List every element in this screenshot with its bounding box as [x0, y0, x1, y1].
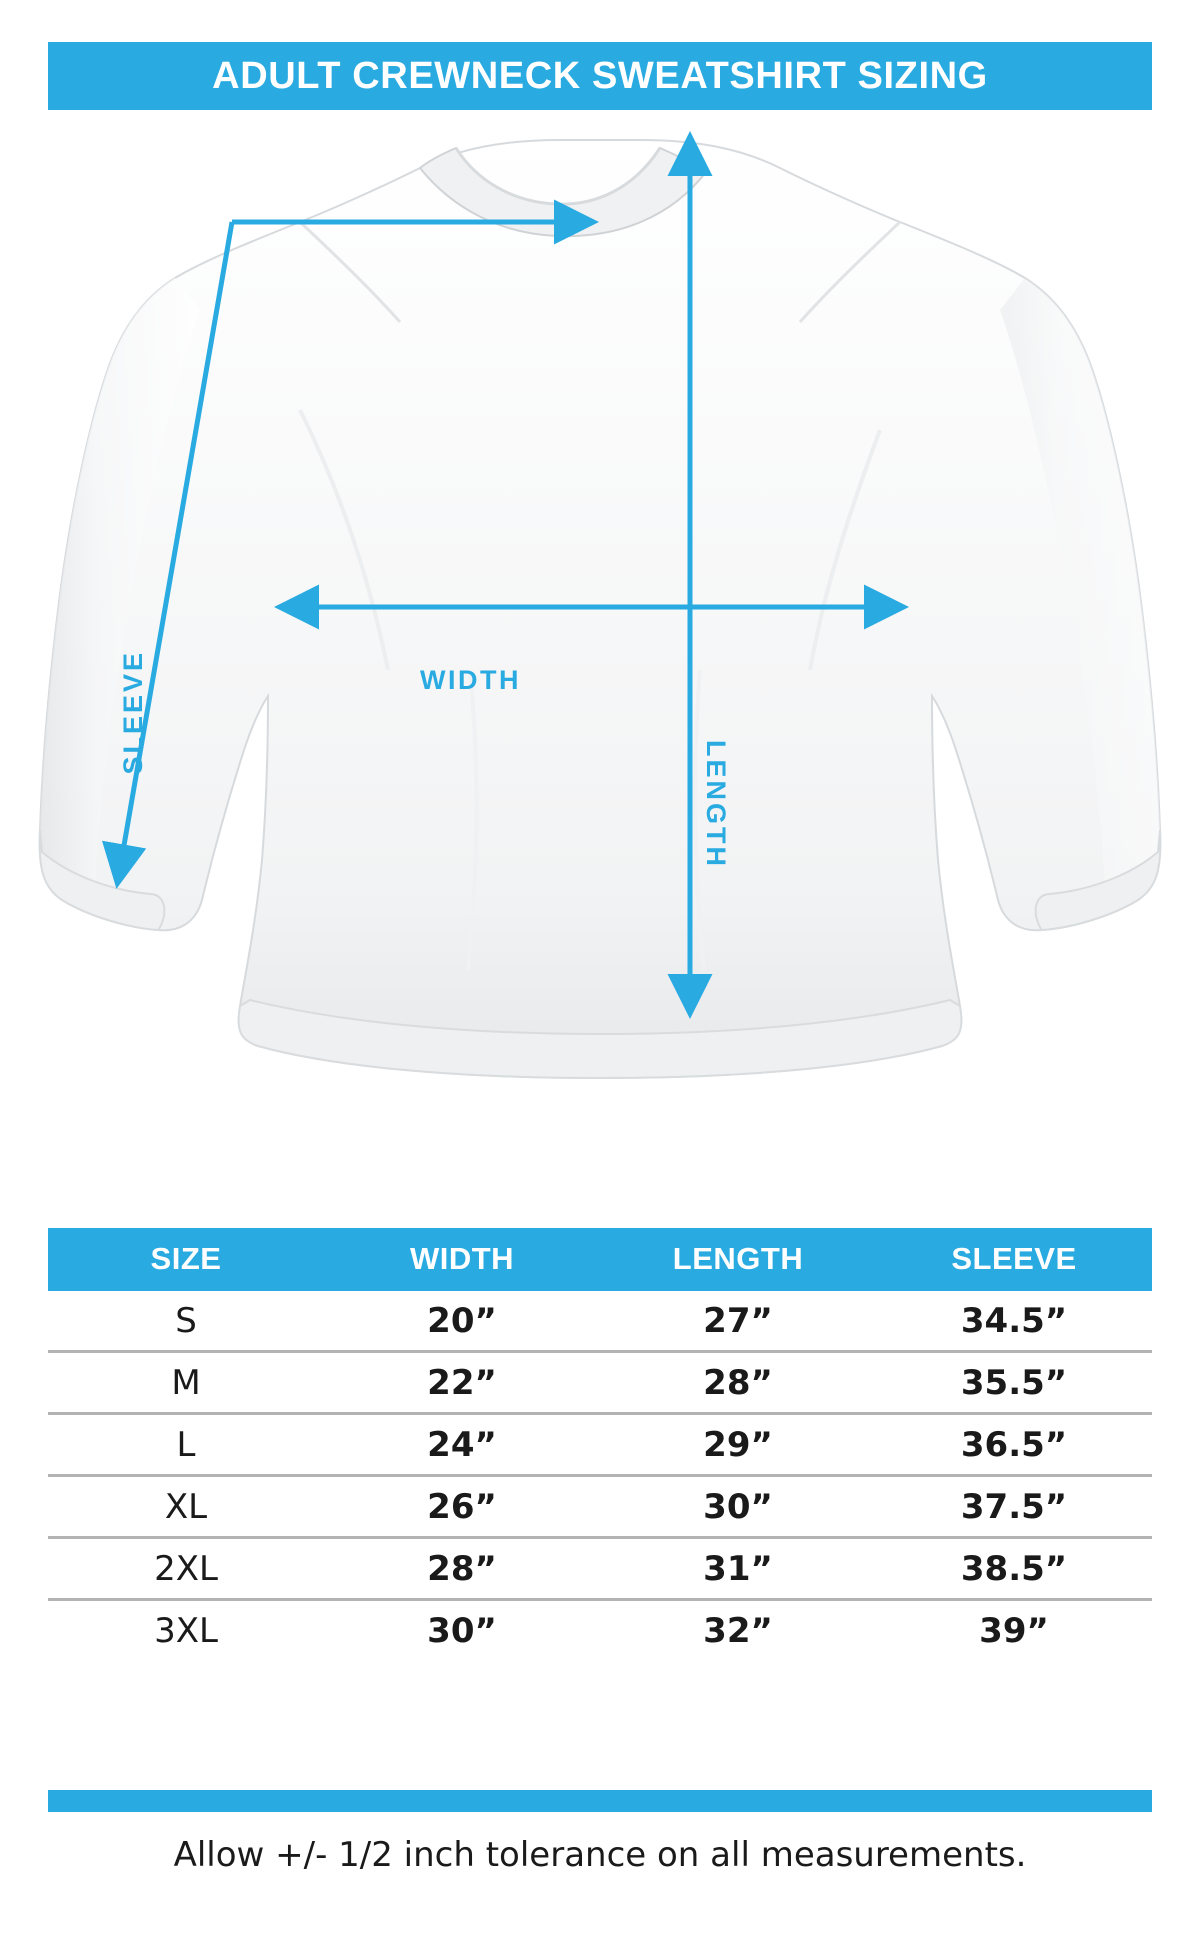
cell-size: L	[48, 1413, 324, 1477]
tolerance-note: Allow +/- 1/2 inch tolerance on all meas…	[173, 1835, 1027, 1875]
column-header-width: WIDTH	[324, 1228, 600, 1291]
measurement-arrows	[101, 131, 910, 1020]
cell-length: 31”	[600, 1537, 876, 1601]
cell-width: 24”	[324, 1413, 600, 1477]
cell-sleeve: 37.5”	[876, 1475, 1152, 1539]
cell-width: 30”	[427, 1611, 497, 1651]
size-table-wrapper: SIZE WIDTH LENGTH SLEEVE S 20” 27” 34.5”…	[48, 1228, 1152, 1660]
size-table: SIZE WIDTH LENGTH SLEEVE S 20” 27” 34.5”…	[48, 1228, 1152, 1660]
size-table-head: SIZE WIDTH LENGTH SLEEVE	[48, 1228, 1152, 1291]
sleeve-arrow-diagonal	[101, 221, 235, 889]
cell-width: 20”	[324, 1291, 600, 1353]
cell-sleeve: 35.5”	[876, 1351, 1152, 1415]
sleeve-label: SLEEVE	[118, 650, 148, 775]
cell-size: M	[48, 1351, 324, 1415]
cell-sleeve: 36.5”	[876, 1413, 1152, 1477]
column-header-size: SIZE	[48, 1228, 324, 1291]
table-row: M 22” 28” 35.5”	[48, 1351, 1152, 1415]
cell-width: 22”	[324, 1351, 600, 1415]
cell-size: 2XL	[48, 1537, 324, 1601]
cell-size: S	[48, 1291, 324, 1353]
table-row: 2XL 28” 31” 38.5”	[48, 1537, 1152, 1601]
table-header-row: SIZE WIDTH LENGTH SLEEVE	[48, 1228, 1152, 1291]
cell-sleeve: 34.5”	[876, 1291, 1152, 1353]
table-row: 3XL 30” 32” 39”	[48, 1600, 1152, 1661]
cell-sleeve: 38.5”	[876, 1537, 1152, 1601]
title-banner: ADULT CREWNECK SWEATSHIRT SIZING	[48, 42, 1152, 110]
cell-length: 27”	[600, 1291, 876, 1353]
width-label: WIDTH	[420, 665, 521, 695]
cell-width: 26”	[324, 1475, 600, 1539]
cell-length: 28”	[600, 1351, 876, 1415]
table-row: S 20” 27” 34.5”	[48, 1291, 1152, 1353]
table-row: L 24” 29” 36.5”	[48, 1413, 1152, 1477]
sweatshirt-illustration: WIDTH LENGTH SLEEVE	[0, 110, 1200, 1210]
column-header-length: LENGTH	[600, 1228, 876, 1291]
cell-length: 30”	[600, 1475, 876, 1539]
cell-length: 29”	[600, 1413, 876, 1477]
cell-size: 3XL	[154, 1611, 218, 1651]
bottom-accent-bar	[48, 1790, 1152, 1812]
table-row: XL 26” 30” 37.5”	[48, 1475, 1152, 1539]
cell-width: 28”	[324, 1537, 600, 1601]
column-header-sleeve: SLEEVE	[876, 1228, 1152, 1291]
cell-length: 32”	[703, 1611, 773, 1651]
cell-sleeve: 39”	[979, 1611, 1049, 1651]
page-title: ADULT CREWNECK SWEATSHIRT SIZING	[212, 54, 988, 97]
length-label: LENGTH	[701, 740, 731, 869]
cell-size: XL	[48, 1475, 324, 1539]
size-table-body: S 20” 27” 34.5” M 22” 28” 35.5” L 24” 29…	[48, 1291, 1152, 1660]
